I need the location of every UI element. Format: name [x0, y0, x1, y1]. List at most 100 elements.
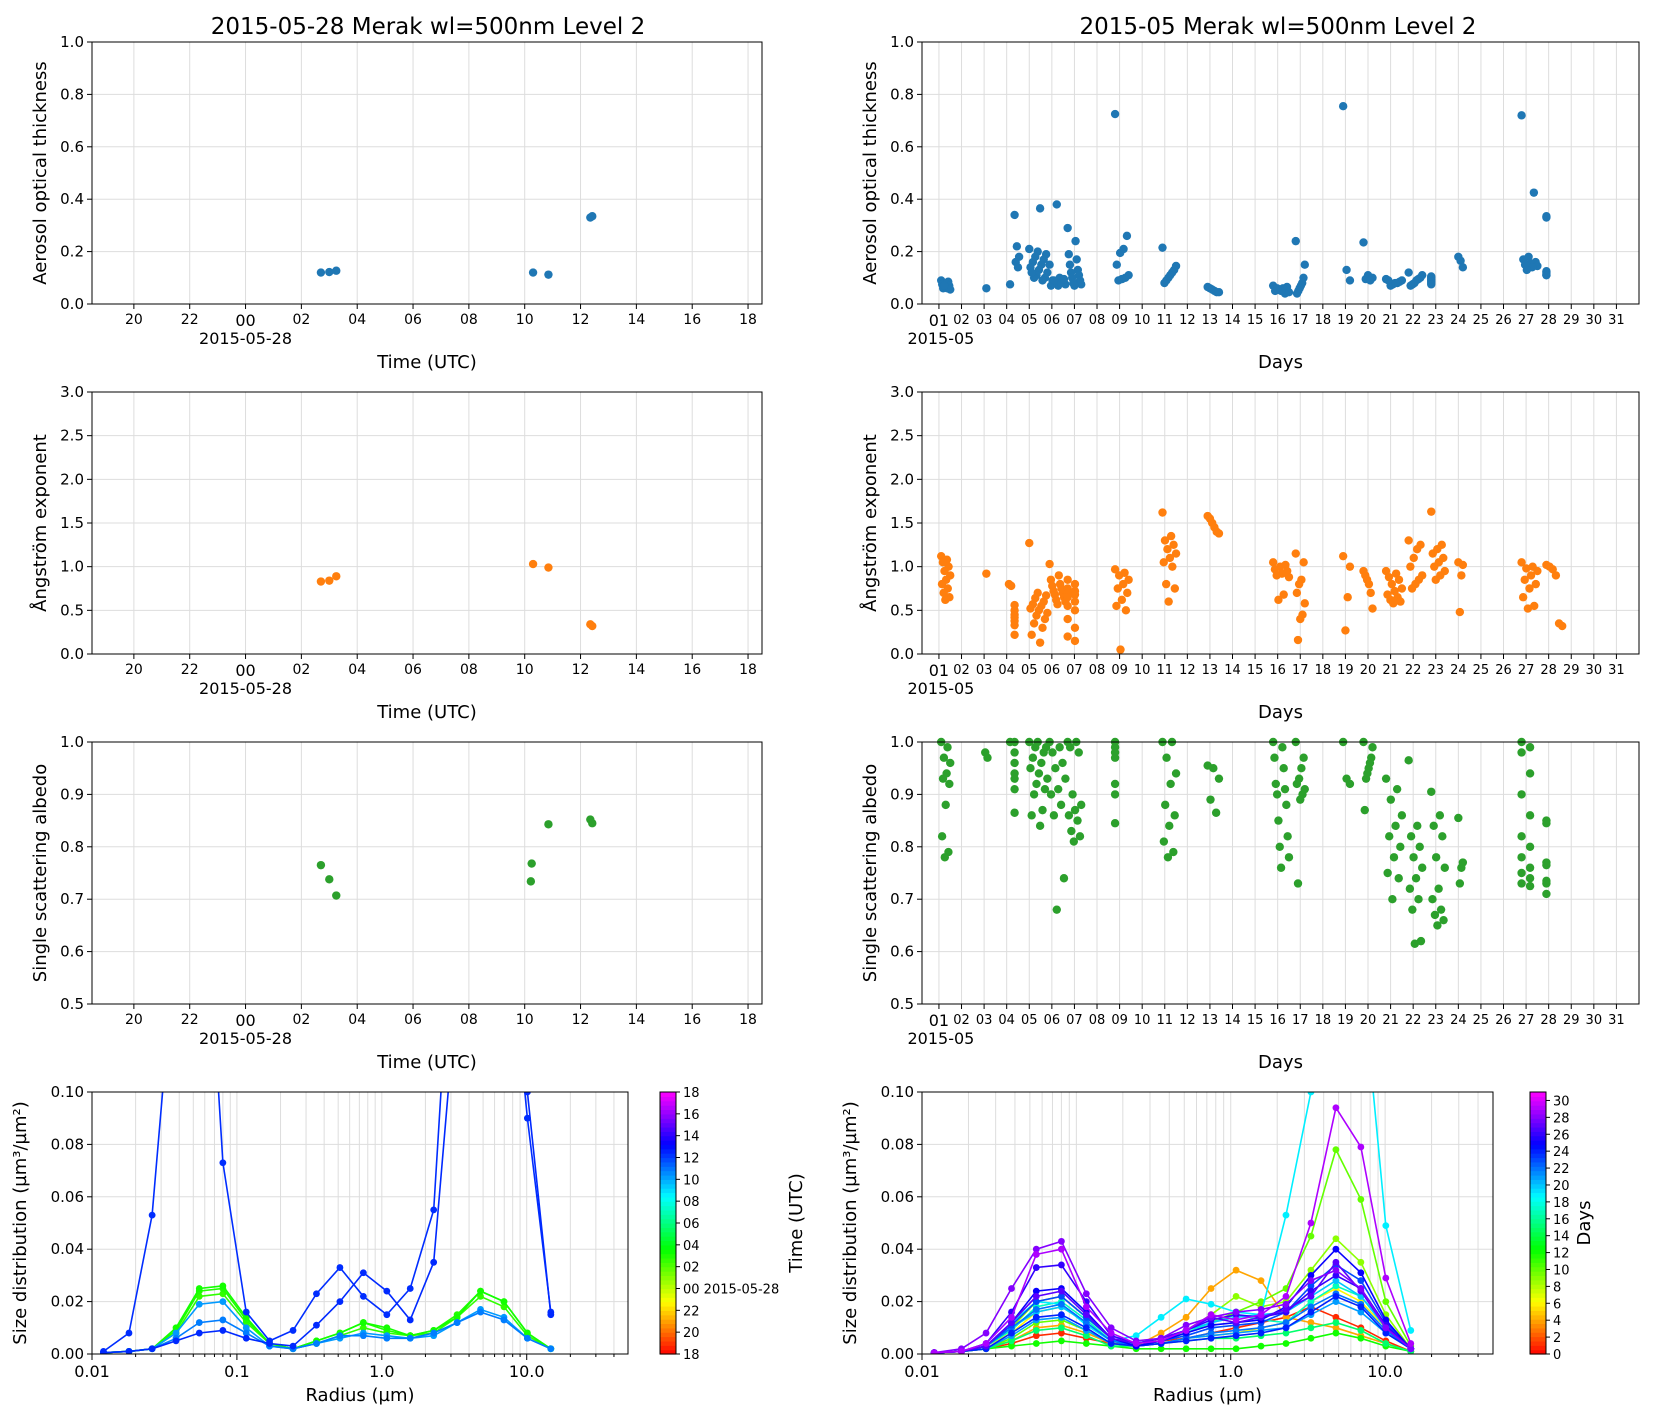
y-tick-label: 0.6	[890, 943, 914, 961]
y-tick-label: 1.0	[60, 733, 84, 751]
data-point	[1413, 821, 1422, 831]
size-distribution-point	[1332, 1104, 1340, 1112]
size-distribution-point	[1332, 1313, 1340, 1321]
y-axis-label: Size distribution (µm³/µm²)	[10, 1101, 31, 1344]
size-distribution-point	[1307, 1219, 1315, 1227]
colorbar-band	[1530, 1214, 1546, 1220]
data-point	[1162, 579, 1171, 589]
size-distribution-point	[359, 1269, 367, 1277]
data-point	[1115, 248, 1125, 258]
size-distribution-point	[547, 1345, 555, 1353]
colorbar-band	[660, 1188, 676, 1194]
size-distribution-point	[1307, 1308, 1315, 1316]
size-distribution-point	[1182, 1337, 1190, 1345]
data-point	[1293, 879, 1303, 888]
size-distribution-point	[1382, 1274, 1390, 1282]
x-tick-label: 16	[683, 312, 701, 328]
data-point	[1032, 779, 1041, 789]
x-tick-label: 00	[235, 1011, 255, 1030]
data-point	[1010, 808, 1019, 817]
data-point	[1517, 879, 1526, 888]
colorbar-tick-label: 14	[1553, 1230, 1570, 1245]
data-point	[1342, 265, 1351, 275]
x-tick-label: 17	[1292, 313, 1309, 328]
y-tick-label: 0.06	[51, 1188, 84, 1206]
size-distribution-point	[1257, 1306, 1265, 1313]
colorbar-band	[1530, 1279, 1546, 1285]
size-distribution-line	[934, 1305, 1412, 1354]
y-tick-label: 3.0	[890, 383, 914, 401]
colorbar-band	[660, 1113, 676, 1119]
size-distribution-point	[477, 827, 484, 834]
colorbar-band	[1530, 1319, 1546, 1325]
plot-frame	[91, 1091, 629, 1355]
size-distribution-point	[148, 1211, 156, 1219]
data-point	[1542, 879, 1551, 888]
data-point	[1272, 790, 1282, 799]
x-tick-label: 1.0	[369, 1362, 394, 1381]
size-distribution-point	[1257, 1342, 1265, 1350]
data-point	[1029, 619, 1039, 628]
size-distribution-point	[148, 1345, 156, 1353]
x-tick-label: 12	[1179, 313, 1196, 328]
data-point	[1214, 288, 1224, 297]
data-point	[1166, 531, 1176, 541]
x-tick-label: 19	[1337, 313, 1354, 328]
colorbar-frame	[1529, 1091, 1547, 1355]
data-point	[1542, 270, 1551, 280]
data-point	[1027, 268, 1036, 277]
x-tick-label: 05	[1021, 663, 1038, 678]
x-tick-label: 31	[1608, 313, 1625, 328]
colorbar-band	[1530, 1144, 1546, 1150]
colorbar-band	[660, 1135, 676, 1141]
x-tick-label: 06	[404, 1012, 422, 1028]
x-tick-label: 19	[1337, 663, 1354, 678]
x-tick-label: 30	[1586, 313, 1603, 328]
data-point	[1270, 753, 1279, 762]
colorbar-band	[1530, 1223, 1546, 1228]
data-point	[1170, 584, 1180, 593]
y-axis-label: Ångström exponent	[859, 434, 881, 612]
x-tick-label: 18	[739, 312, 757, 328]
data-point	[1063, 575, 1072, 584]
data-point	[1158, 508, 1167, 517]
colorbar-band	[660, 1244, 676, 1250]
data-point	[1517, 111, 1526, 120]
data-point	[1525, 584, 1534, 593]
colorbar-band	[1530, 1297, 1546, 1303]
size-distribution-point	[172, 1337, 180, 1345]
x-axis-label: Days	[1258, 702, 1303, 723]
y-tick-label: 0.6	[60, 943, 84, 961]
data-point	[1389, 599, 1398, 608]
data-point	[1542, 889, 1551, 899]
data-point	[1397, 584, 1407, 593]
data-point	[1456, 256, 1465, 265]
size-distribution-point	[406, 1285, 414, 1292]
data-point	[1054, 571, 1064, 580]
data-point	[1427, 280, 1436, 289]
x-tick-label: 10	[1134, 1013, 1151, 1028]
y-tick-label: 0.08	[881, 1135, 914, 1153]
size-distribution-point	[406, 1334, 414, 1342]
colorbar-tick-label: 02	[683, 1261, 700, 1276]
x-tick-label: 10.0	[1367, 1362, 1403, 1381]
size-distribution-point	[195, 1319, 203, 1326]
size-distribution-point	[1082, 1324, 1090, 1332]
data-point	[1110, 779, 1120, 789]
colorbar-band	[1530, 1201, 1546, 1207]
data-point	[1171, 549, 1181, 558]
data-point	[1045, 559, 1054, 569]
data-point	[1112, 601, 1121, 611]
y-tick-label: 0.8	[890, 85, 914, 103]
y-tick-label: 1.0	[890, 33, 914, 51]
size-distribution-point	[1382, 1329, 1390, 1337]
size-distribution-point	[1232, 1308, 1240, 1316]
size-distribution-line	[934, 1092, 1412, 1354]
data-point	[945, 779, 954, 789]
data-point	[1392, 784, 1402, 794]
size-distribution-line	[934, 1240, 1412, 1354]
data-point	[1523, 604, 1533, 613]
colorbar-band	[1530, 1240, 1546, 1246]
data-point	[1272, 571, 1281, 580]
y-axis-label: Aerosol optical thickness	[30, 61, 51, 284]
